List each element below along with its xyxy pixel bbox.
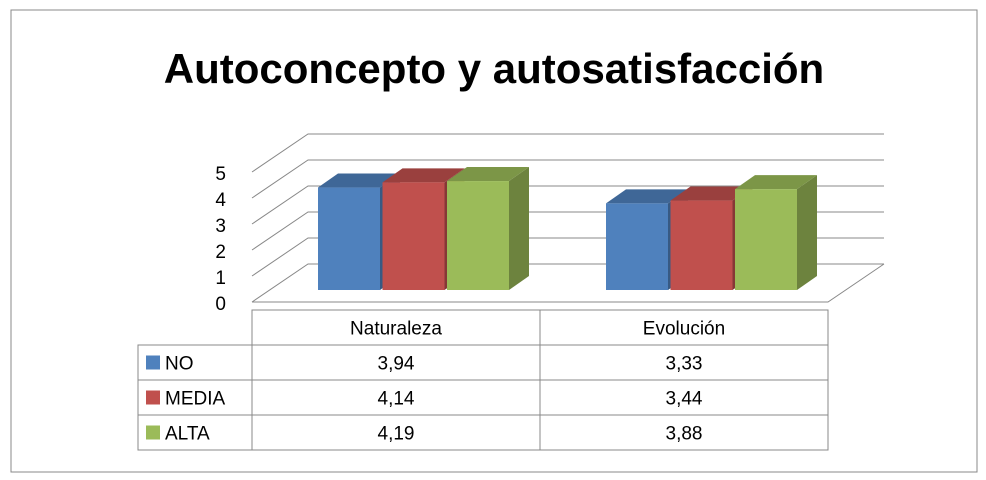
bar-top: [318, 173, 400, 188]
bar-top: [382, 168, 465, 183]
x-tick-label: Naturaleza: [350, 319, 442, 340]
bar-front: [606, 203, 668, 290]
legend-label: ALTA: [165, 424, 210, 445]
grid-line: [251, 185, 884, 225]
bar-side: [509, 167, 529, 290]
grid-line: [251, 133, 884, 173]
bar: [447, 167, 529, 290]
y-tick-label: 3: [215, 216, 226, 237]
floor: [252, 263, 885, 303]
table-value: 3,44: [666, 389, 703, 410]
table-body-border: [137, 344, 829, 451]
bar-top: [447, 167, 529, 182]
bar-top: [670, 186, 753, 201]
bar-front: [735, 189, 797, 290]
bar: [735, 175, 817, 290]
legend-swatch: [146, 355, 160, 370]
y-tick-label: 2: [215, 242, 226, 263]
legend-label: MEDIA: [165, 389, 226, 410]
bar-front: [318, 187, 380, 290]
table-value: 4,19: [378, 424, 415, 445]
bar-top: [735, 175, 817, 190]
table-value: 4,14: [378, 389, 415, 410]
bar-top: [606, 189, 688, 204]
bar-front: [382, 182, 445, 290]
legend-swatch: [146, 390, 160, 405]
legend-swatch: [146, 425, 160, 440]
bar-side: [797, 175, 817, 290]
table-value: 3,88: [666, 424, 703, 445]
y-tick-label: 0: [215, 294, 226, 315]
chart-title: Autoconcepto y autosatisfacción: [164, 45, 824, 92]
table-value: 3,94: [378, 354, 415, 375]
y-tick-label: 5: [215, 164, 226, 185]
table-value: 3,33: [666, 354, 703, 375]
y-tick-label: 1: [215, 268, 226, 289]
y-tick-label: 4: [215, 190, 226, 211]
legend-label: NO: [165, 354, 194, 375]
bar-front: [670, 200, 733, 290]
grid-line: [251, 159, 884, 199]
bar-front: [447, 181, 509, 290]
x-tick-label: Evolución: [643, 319, 725, 340]
